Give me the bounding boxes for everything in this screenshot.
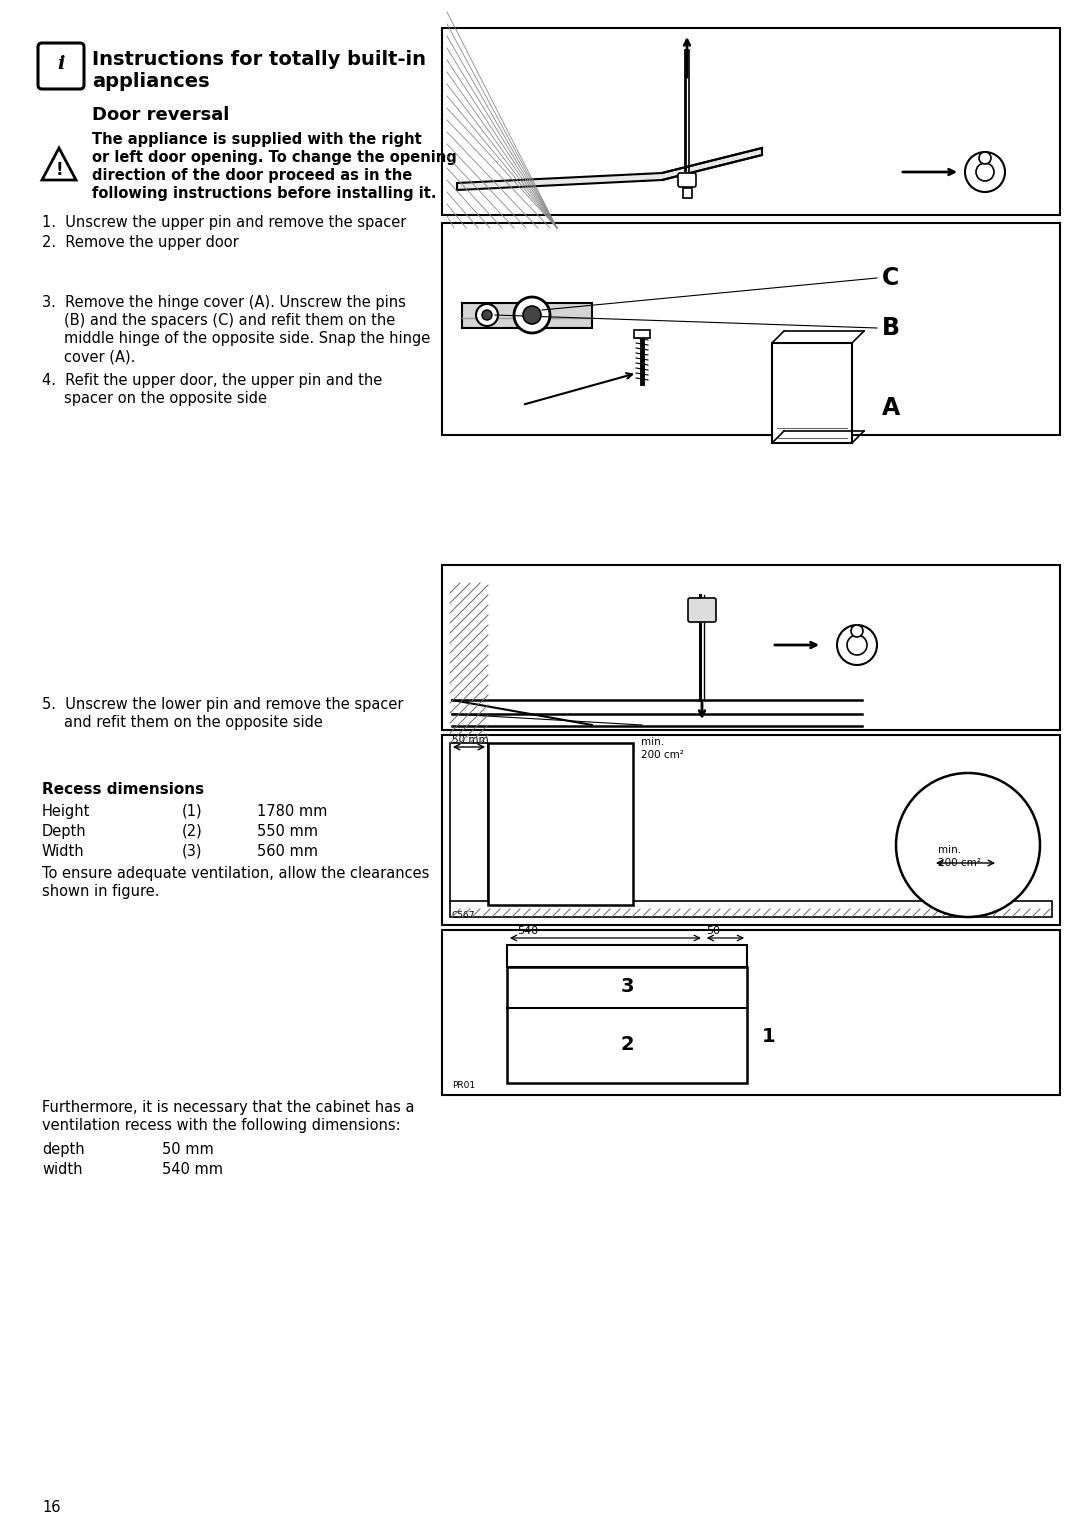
Circle shape <box>851 625 863 637</box>
Circle shape <box>966 151 1005 193</box>
Text: min.: min. <box>642 736 664 747</box>
Text: (3): (3) <box>183 843 203 859</box>
FancyBboxPatch shape <box>688 597 716 622</box>
Text: 540 mm: 540 mm <box>162 1161 222 1177</box>
Text: C567: C567 <box>453 911 475 920</box>
Text: (1): (1) <box>183 804 203 819</box>
FancyBboxPatch shape <box>634 330 650 338</box>
Text: 50: 50 <box>706 926 720 937</box>
FancyBboxPatch shape <box>488 743 633 905</box>
Text: 1.  Unscrew the upper pin and remove the spacer: 1. Unscrew the upper pin and remove the … <box>42 215 406 231</box>
Text: !: ! <box>55 160 63 179</box>
Text: (2): (2) <box>183 824 203 839</box>
Text: i: i <box>57 55 65 73</box>
Text: width: width <box>42 1161 82 1177</box>
Text: cover (A).: cover (A). <box>64 348 135 364</box>
Text: Depth: Depth <box>42 824 86 839</box>
Text: shown in figure.: shown in figure. <box>42 885 160 898</box>
FancyBboxPatch shape <box>507 944 747 967</box>
Text: 540: 540 <box>517 926 538 937</box>
FancyBboxPatch shape <box>772 342 852 443</box>
Text: 2: 2 <box>620 1036 634 1054</box>
Polygon shape <box>457 148 762 189</box>
Text: direction of the door proceed as in the: direction of the door proceed as in the <box>92 168 413 183</box>
Text: 560 mm: 560 mm <box>257 843 318 859</box>
Text: and refit them on the opposite side: and refit them on the opposite side <box>64 715 323 730</box>
Text: Width: Width <box>42 843 84 859</box>
FancyBboxPatch shape <box>507 967 747 1083</box>
Text: ventilation recess with the following dimensions:: ventilation recess with the following di… <box>42 1118 401 1132</box>
Circle shape <box>976 163 994 180</box>
Polygon shape <box>42 148 76 180</box>
Text: Furthermore, it is necessary that the cabinet has a: Furthermore, it is necessary that the ca… <box>42 1100 415 1115</box>
Text: 5.  Unscrew the lower pin and remove the spacer: 5. Unscrew the lower pin and remove the … <box>42 697 404 712</box>
FancyBboxPatch shape <box>442 223 1059 435</box>
Text: min.: min. <box>939 845 961 856</box>
Text: depth: depth <box>42 1141 84 1157</box>
FancyBboxPatch shape <box>450 743 488 903</box>
FancyBboxPatch shape <box>678 173 696 186</box>
Text: 200 cm²: 200 cm² <box>642 750 684 759</box>
Text: 1: 1 <box>762 1027 775 1045</box>
Circle shape <box>523 306 541 324</box>
FancyBboxPatch shape <box>683 188 692 199</box>
Text: (B) and the spacers (C) and refit them on the: (B) and the spacers (C) and refit them o… <box>64 313 395 329</box>
Circle shape <box>896 773 1040 917</box>
Text: 4.  Refit the upper door, the upper pin and the: 4. Refit the upper door, the upper pin a… <box>42 373 382 388</box>
Text: 50 mm: 50 mm <box>453 735 488 746</box>
Text: C: C <box>882 266 900 290</box>
Text: Recess dimensions: Recess dimensions <box>42 782 204 798</box>
Text: PR01: PR01 <box>453 1080 475 1089</box>
FancyBboxPatch shape <box>442 28 1059 215</box>
Text: spacer on the opposite side: spacer on the opposite side <box>64 391 267 406</box>
FancyBboxPatch shape <box>442 931 1059 1096</box>
Text: 3.  Remove the hinge cover (A). Unscrew the pins: 3. Remove the hinge cover (A). Unscrew t… <box>42 295 406 310</box>
Text: 1780 mm: 1780 mm <box>257 804 327 819</box>
Circle shape <box>837 625 877 665</box>
Circle shape <box>476 304 498 325</box>
FancyBboxPatch shape <box>442 565 1059 730</box>
Text: Height: Height <box>42 804 91 819</box>
Text: middle hinge of the opposite side. Snap the hinge: middle hinge of the opposite side. Snap … <box>64 332 430 345</box>
FancyBboxPatch shape <box>450 902 1052 917</box>
FancyBboxPatch shape <box>462 303 592 329</box>
Text: The appliance is supplied with the right: The appliance is supplied with the right <box>92 131 422 147</box>
Text: A: A <box>882 396 901 420</box>
Circle shape <box>978 151 991 163</box>
Text: 3: 3 <box>620 978 634 996</box>
Text: 16: 16 <box>42 1500 60 1514</box>
Text: 550 mm: 550 mm <box>257 824 318 839</box>
Circle shape <box>514 296 550 333</box>
Text: following instructions before installing it.: following instructions before installing… <box>92 186 436 202</box>
Circle shape <box>482 310 492 319</box>
Text: or left door opening. To change the opening: or left door opening. To change the open… <box>92 150 457 165</box>
Text: Door reversal: Door reversal <box>92 105 229 124</box>
Circle shape <box>847 636 867 656</box>
FancyBboxPatch shape <box>38 43 84 89</box>
Text: 200 cm²: 200 cm² <box>939 859 981 868</box>
Text: 2.  Remove the upper door: 2. Remove the upper door <box>42 235 239 251</box>
Text: appliances: appliances <box>92 72 210 92</box>
Text: B: B <box>882 316 900 341</box>
Text: Instructions for totally built-in: Instructions for totally built-in <box>92 50 426 69</box>
FancyBboxPatch shape <box>442 735 1059 924</box>
Text: 50 mm: 50 mm <box>162 1141 214 1157</box>
Text: To ensure adequate ventilation, allow the clearances: To ensure adequate ventilation, allow th… <box>42 866 430 882</box>
